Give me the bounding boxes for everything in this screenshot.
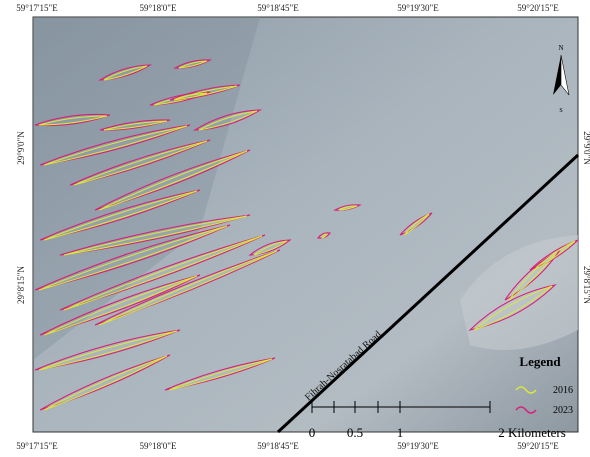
bottom-coord-label: 59°17'15"E bbox=[16, 441, 58, 451]
scale-label: 1 bbox=[397, 425, 404, 440]
right-coord-label: 29°9'0"N bbox=[582, 131, 590, 165]
scale-label: 2 Kilometers bbox=[498, 425, 566, 440]
north-label: N bbox=[558, 44, 563, 52]
left-coord-label: 29°8'15"N bbox=[16, 266, 26, 304]
scale-label: 0 bbox=[309, 425, 316, 440]
legend-title: Legend bbox=[519, 354, 561, 369]
bottom-coord-label: 59°18'0"E bbox=[140, 441, 177, 451]
bottom-coord-label: 59°18'45"E bbox=[257, 441, 299, 451]
legend-label: 2023 bbox=[553, 405, 573, 416]
south-label: S bbox=[559, 108, 562, 114]
top-coord-label: 59°19'30"E bbox=[397, 3, 439, 13]
legend-label: 2016 bbox=[553, 385, 573, 396]
top-coord-label: 59°18'45"E bbox=[257, 3, 299, 13]
left-coord-label: 29°9'0"N bbox=[16, 131, 26, 165]
top-coord-label: 59°20'15"E bbox=[517, 3, 559, 13]
top-coord-label: 59°17'15"E bbox=[16, 3, 58, 13]
right-coord-label: 29°8'15"N bbox=[582, 266, 590, 304]
top-coord-label: 59°18'0"E bbox=[140, 3, 177, 13]
scale-label: 0.5 bbox=[347, 425, 363, 440]
bottom-coord-label: 59°20'15"E bbox=[517, 441, 559, 451]
bottom-coord-label: 59°19'30"E bbox=[397, 441, 439, 451]
map-figure: Fihrah-Nosratabad Road 59°17'15"E59°18'0… bbox=[0, 0, 590, 457]
